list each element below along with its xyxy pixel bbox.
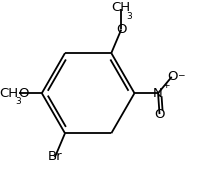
- Text: N: N: [153, 87, 163, 100]
- Text: −: −: [177, 70, 185, 79]
- Text: O: O: [167, 70, 178, 83]
- Text: CH: CH: [0, 87, 19, 100]
- Text: 3: 3: [126, 12, 132, 21]
- Text: +: +: [162, 81, 169, 90]
- Text: Br: Br: [48, 150, 62, 163]
- Text: O: O: [18, 87, 29, 100]
- Text: O: O: [154, 108, 165, 121]
- Text: CH: CH: [111, 1, 130, 14]
- Text: 3: 3: [15, 97, 21, 106]
- Text: O: O: [116, 23, 127, 36]
